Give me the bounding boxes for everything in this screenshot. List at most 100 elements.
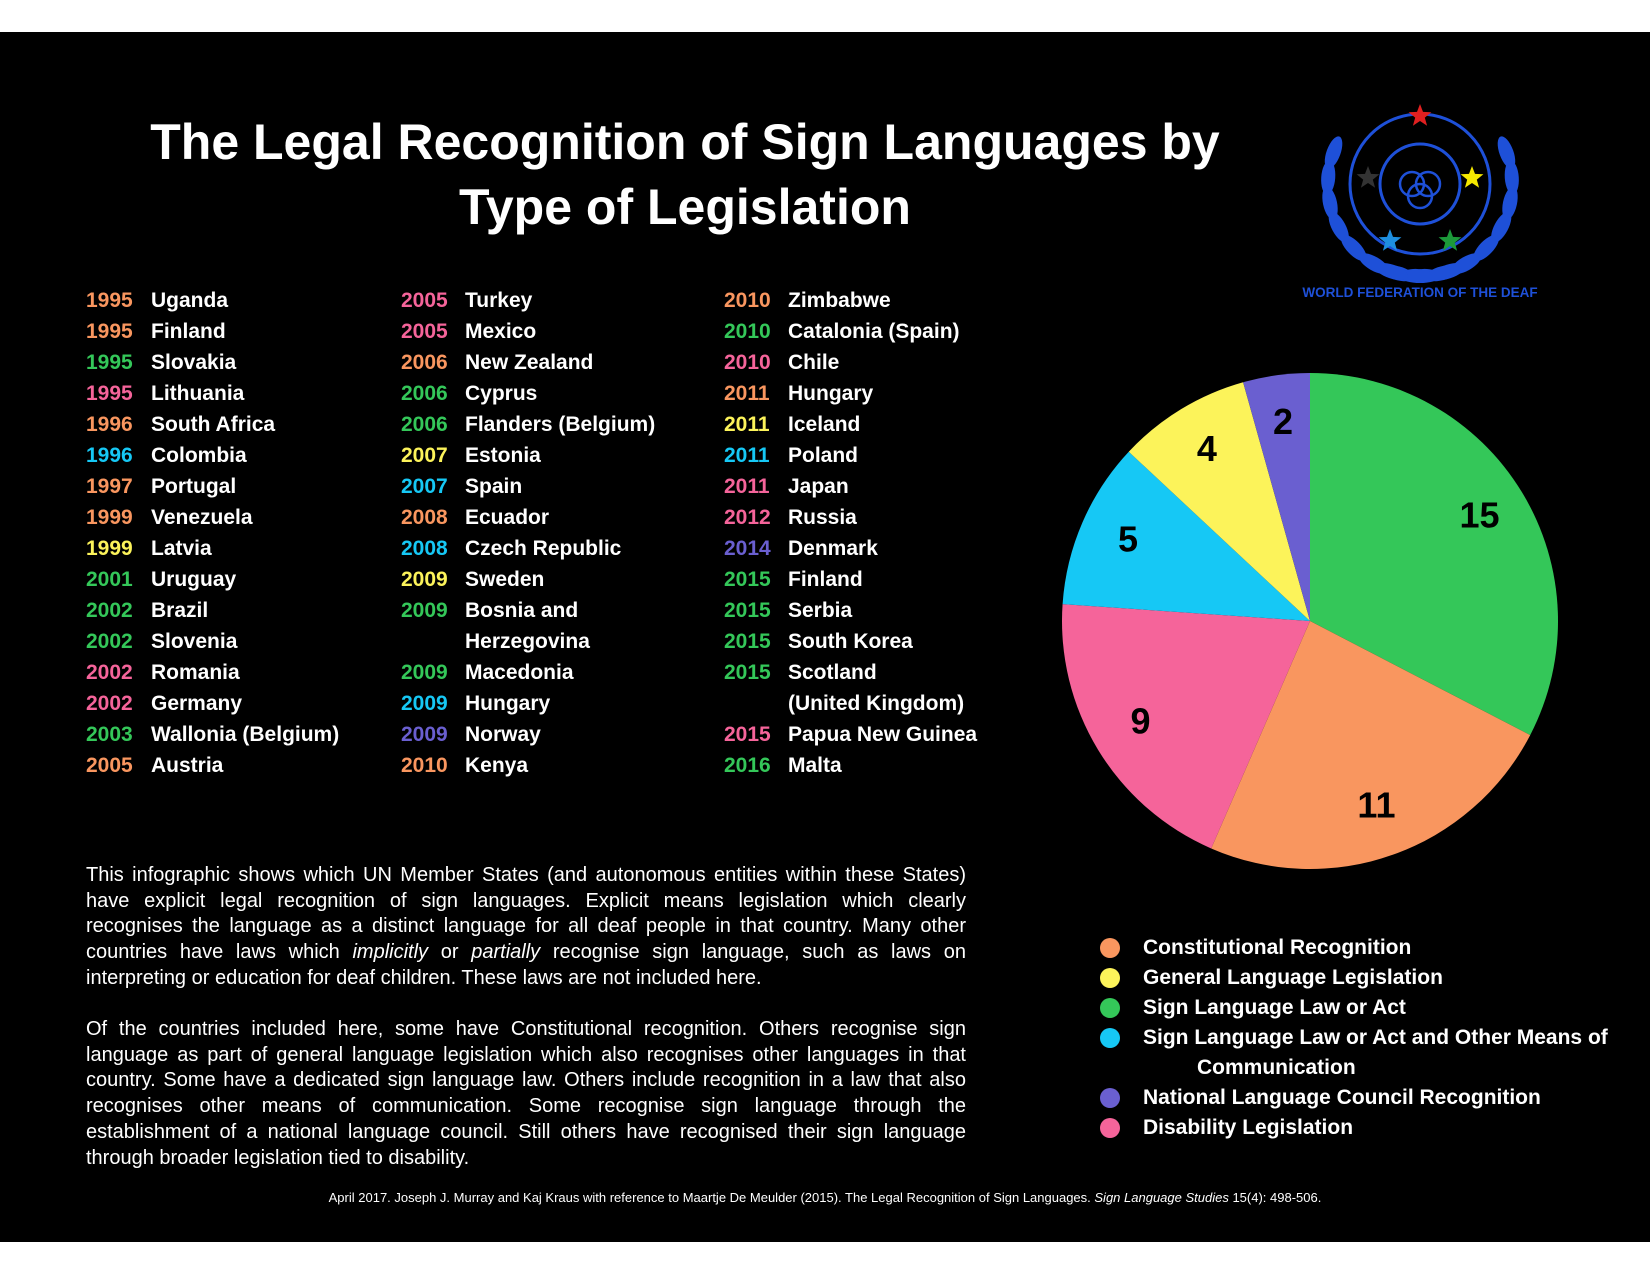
country: Lithuania [151, 382, 245, 405]
year: 2001 [86, 568, 133, 591]
legend-swatch [1100, 968, 1120, 988]
country: Mexico [465, 320, 537, 343]
slice-label: 9 [1130, 701, 1150, 742]
year: 2008 [401, 506, 448, 529]
country: New Zealand [465, 351, 594, 374]
country: Uganda [151, 289, 229, 312]
logo [1321, 104, 1519, 283]
country: Norway [465, 723, 541, 746]
paragraph: This infographic shows which UN Member S… [86, 863, 966, 992]
year: 2012 [724, 506, 771, 529]
year: 2006 [401, 351, 448, 374]
slice-label: 11 [1357, 784, 1395, 825]
year: 1995 [86, 320, 133, 343]
logo-leaf [1504, 160, 1519, 195]
country: Zimbabwe [788, 289, 891, 312]
year: 2007 [401, 444, 448, 467]
logo-leaf [1324, 136, 1343, 169]
logo-text: WORLD FEDERATION OF THE DEAF [1302, 285, 1538, 300]
year: 2002 [86, 599, 133, 622]
country: Hungary [465, 692, 551, 715]
logo-leaf [1375, 263, 1408, 280]
country: Sweden [465, 568, 545, 591]
year: 2005 [401, 320, 448, 343]
country: Iceland [788, 413, 861, 436]
paragraph-text: or [428, 941, 472, 964]
year: 2005 [401, 289, 448, 312]
logo-star [1356, 166, 1380, 188]
legend-item: Sign Language Law or Act and Other Means… [1100, 1023, 1620, 1083]
country: Turkey [465, 289, 533, 312]
year: 2011 [724, 475, 770, 498]
year: 2009 [401, 661, 448, 684]
year: 1996 [86, 444, 133, 467]
year: 2015 [724, 599, 771, 622]
legend-label: Sign Language Law or Act and Other Means… [1143, 1026, 1608, 1079]
legend-label: General Language Legislation [1143, 966, 1443, 989]
country: Austria [151, 754, 224, 777]
year: 2009 [401, 568, 448, 591]
pie-slice [1128, 382, 1310, 621]
citation: April 2017. Joseph J. Murray and Kaj Kra… [0, 1190, 1650, 1205]
logo-star [1438, 229, 1462, 251]
logo-leaf [1322, 186, 1338, 220]
paragraph-text: partially [471, 941, 541, 964]
year: 1996 [86, 413, 133, 436]
country: Slovakia [151, 351, 237, 374]
country: Scotland [788, 661, 877, 684]
country: Kenya [465, 754, 529, 777]
country: Brazil [151, 599, 209, 622]
year: 2014 [724, 537, 771, 560]
year: 2003 [86, 723, 133, 746]
country: Catalonia (Spain) [788, 320, 960, 343]
year: 2009 [401, 692, 448, 715]
legend-item: National Language Council Recognition [1100, 1083, 1620, 1113]
paragraph-text: Of the countries included here, some hav… [86, 1018, 966, 1169]
legend: Sign Language Law or Act Constitutional R… [1100, 933, 1620, 1143]
year: 2010 [401, 754, 448, 777]
year: 2009 [401, 599, 448, 622]
legend-label: National Language Council Recognition [1143, 1086, 1541, 1109]
country: Venezuela [151, 506, 253, 529]
year: 2002 [86, 661, 133, 684]
title: The Legal Recognition of Sign Languages … [150, 114, 1220, 235]
legend-item: General Language Legislation [1100, 963, 1620, 993]
year: 2009 [401, 723, 448, 746]
legend-swatch [1100, 1118, 1120, 1138]
year: 2005 [86, 754, 133, 777]
country: Flanders (Belgium) [465, 413, 656, 436]
pie-slice [1062, 604, 1310, 849]
country: Malta [788, 754, 842, 777]
paragraph: Of the countries included here, some hav… [86, 1017, 966, 1171]
year: 2011 [724, 444, 770, 467]
country: Hungary [788, 382, 874, 405]
country: South Africa [151, 413, 276, 436]
country: Serbia [788, 599, 853, 622]
logo-leaf [1502, 186, 1518, 220]
infographic: The Legal Recognition of Sign Languages … [0, 32, 1650, 1242]
year: 2008 [401, 537, 448, 560]
country: Spain [465, 475, 523, 498]
country: Latvia [151, 537, 212, 560]
country: Denmark [788, 537, 878, 560]
year: 2007 [401, 475, 448, 498]
year: 1995 [86, 382, 133, 405]
logo-leaf [1497, 136, 1516, 169]
legend-label: Sign Language Law or Act [1143, 996, 1406, 1019]
year: 2015 [724, 630, 771, 653]
country: Poland [788, 444, 859, 467]
year: 1997 [86, 475, 133, 498]
year: 2010 [724, 320, 771, 343]
legend-label: Disability Legislation [1143, 1116, 1354, 1139]
country: Chile [788, 351, 840, 374]
year: 1999 [86, 537, 133, 560]
year: 1995 [86, 289, 133, 312]
slice-label: 15 [1459, 494, 1499, 535]
legend-item: Sign Language Law or Act [1100, 993, 1620, 1023]
year: 2006 [401, 382, 448, 405]
country: South Korea [788, 630, 913, 653]
paragraph-text: implicitly [352, 941, 429, 964]
country: Romania [151, 661, 240, 684]
pie-slice [1310, 373, 1558, 736]
slice-label: 4 [1197, 428, 1217, 469]
